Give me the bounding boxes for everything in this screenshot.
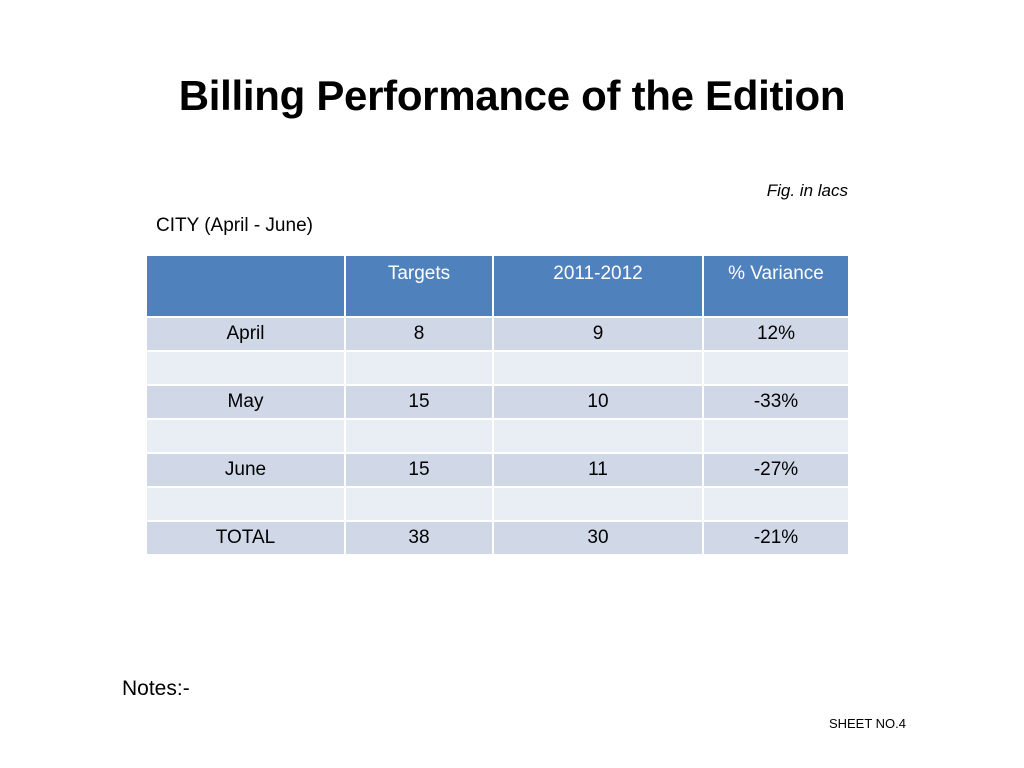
targets-cell bbox=[344, 486, 494, 522]
actual-2011-2012-cell: 11 bbox=[492, 452, 704, 488]
row-label-cell: April bbox=[145, 316, 346, 352]
header-cell-variance: % Variance bbox=[702, 254, 850, 318]
row-label-cell bbox=[145, 418, 346, 454]
targets-cell: 8 bbox=[344, 316, 494, 352]
row-label-cell: May bbox=[145, 384, 346, 420]
table-row-june: June 15 11 -27% bbox=[145, 452, 850, 488]
actual-2011-2012-cell bbox=[492, 486, 704, 522]
row-label-cell: TOTAL bbox=[145, 520, 346, 556]
targets-cell: 38 bbox=[344, 520, 494, 556]
table-header-row: Targets 2011-2012 % Variance bbox=[145, 254, 850, 318]
table-row-spacer bbox=[145, 418, 850, 454]
variance-cell bbox=[702, 418, 850, 454]
actual-2011-2012-cell: 9 bbox=[492, 316, 704, 352]
targets-cell bbox=[344, 350, 494, 386]
table-row-spacer bbox=[145, 486, 850, 522]
targets-cell: 15 bbox=[344, 452, 494, 488]
billing-table: Targets 2011-2012 % Variance April 8 9 1… bbox=[145, 254, 850, 556]
targets-cell bbox=[344, 418, 494, 454]
variance-cell: 12% bbox=[702, 316, 850, 352]
header-cell-targets: Targets bbox=[344, 254, 494, 318]
actual-2011-2012-cell: 10 bbox=[492, 384, 704, 420]
variance-cell bbox=[702, 486, 850, 522]
actual-2011-2012-cell: 30 bbox=[492, 520, 704, 556]
notes-label: Notes:- bbox=[122, 677, 190, 700]
actual-2011-2012-cell bbox=[492, 418, 704, 454]
table-row-total: TOTAL 38 30 -21% bbox=[145, 520, 850, 556]
unit-note: Fig. in lacs bbox=[766, 181, 848, 200]
variance-cell: -21% bbox=[702, 520, 850, 556]
row-label-cell: June bbox=[145, 452, 346, 488]
variance-cell: -27% bbox=[702, 452, 850, 488]
targets-cell: 15 bbox=[344, 384, 494, 420]
header-cell-row-label bbox=[145, 254, 346, 318]
row-label-cell bbox=[145, 486, 346, 522]
sheet-number: SHEET NO.4 bbox=[828, 716, 906, 731]
table-row-may: May 15 10 -33% bbox=[145, 384, 850, 420]
table-row-april: April 8 9 12% bbox=[145, 316, 850, 352]
section-label: CITY (April - June) bbox=[156, 215, 313, 236]
variance-cell: -33% bbox=[702, 384, 850, 420]
variance-cell bbox=[702, 350, 850, 386]
actual-2011-2012-cell bbox=[492, 350, 704, 386]
slide-title: Billing Performance of the Edition bbox=[178, 72, 846, 119]
table-row-spacer bbox=[145, 350, 850, 386]
header-cell-2011-2012: 2011-2012 bbox=[492, 254, 704, 318]
row-label-cell bbox=[145, 350, 346, 386]
